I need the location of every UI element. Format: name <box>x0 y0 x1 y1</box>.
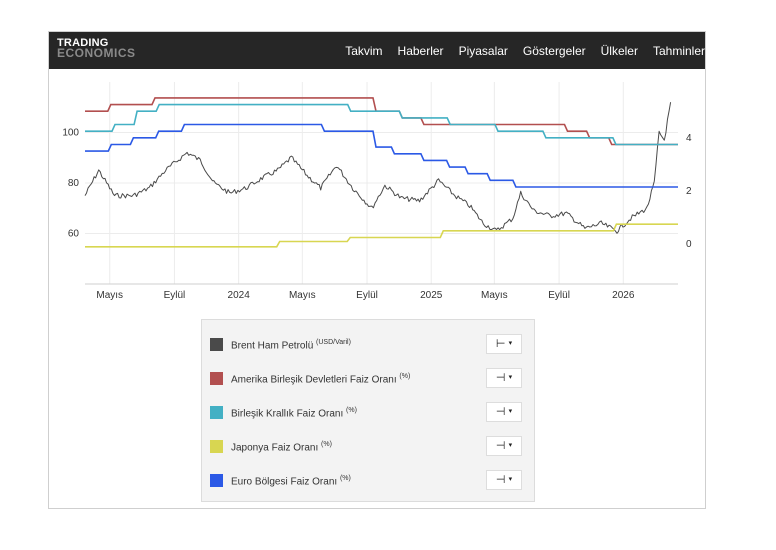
series-line-brent <box>84 102 672 234</box>
x-tick-label: Mayıs <box>96 290 123 301</box>
legend-label: Brent Ham Petrolü (USD/Varil) <box>231 339 351 352</box>
logo-line-1: TRADING <box>57 37 109 49</box>
chart-grid <box>85 82 678 284</box>
chart-widget: TRADING ECONOMICS Takvim Haberler Piyasa… <box>48 31 706 509</box>
legend-item-uk-rate: Birleşik Krallık Faiz Oranı (%) ⊣ ▾ <box>202 402 534 424</box>
legend-item-brent: Brent Ham Petrolü (USD/Varil) ⊢ ▾ <box>202 334 534 356</box>
x-tick-label: 2024 <box>228 290 251 301</box>
chevron-down-icon: ▾ <box>508 476 513 484</box>
legend-swatch <box>210 338 223 351</box>
legend-swatch <box>210 474 223 487</box>
legend-label: Birleşik Krallık Faiz Oranı (%) <box>231 407 357 420</box>
axis-toggle-button[interactable]: ⊣ ▾ <box>486 402 522 422</box>
x-tick-label: 2026 <box>612 290 635 301</box>
y-left-tick-label: 80 <box>68 178 80 189</box>
x-tick-label: Mayıs <box>481 290 508 301</box>
x-tick-label: 2025 <box>420 290 443 301</box>
axis-toggle-button[interactable]: ⊣ ▾ <box>486 436 522 456</box>
main-nav: Takvim Haberler Piyasalar Göstergeler Ül… <box>330 32 705 69</box>
nav-item-tahminler[interactable]: Tahminler <box>652 43 705 58</box>
nav-item-gostergeler[interactable]: Göstergeler <box>522 43 586 58</box>
x-tick-label: Eylül <box>164 290 186 301</box>
legend-swatch <box>210 406 223 419</box>
chart-series <box>84 97 678 248</box>
legend-item-euro-rate: Euro Bölgesi Faiz Oranı (%) ⊣ ▾ <box>202 470 534 492</box>
axis-toggle-button[interactable]: ⊢ ▾ <box>486 334 522 354</box>
legend-swatch <box>210 372 223 385</box>
line-chart: Mayıs Eylül 2024 Mayıs Eylül 2025 Mayıs Eylül 20… <box>62 82 692 302</box>
chevron-down-icon: ▾ <box>508 408 513 416</box>
chart-legend: Brent Ham Petrolü (USD/Varil) ⊢ ▾ Amerik… <box>201 319 535 502</box>
nav-item-haberler[interactable]: Haberler <box>397 43 444 58</box>
logo-line-2: ECONOMICS <box>57 46 136 60</box>
legend-label: Amerika Birleşik Devletleri Faiz Oranı (… <box>231 373 411 386</box>
series-line <box>85 123 678 188</box>
chart-axes: Mayıs Eylül 2024 Mayıs Eylül 2025 Mayıs Eylül 20… <box>62 128 692 302</box>
x-tick-label: Mayıs <box>289 290 316 301</box>
trading-economics-logo[interactable]: TRADING ECONOMICS <box>57 37 136 60</box>
y-right-tick-label: 4 <box>686 133 692 144</box>
nav-item-takvim[interactable]: Takvim <box>345 43 383 58</box>
legend-item-us-rate: Amerika Birleşik Devletleri Faiz Oranı (… <box>202 368 534 390</box>
series-line <box>85 103 678 146</box>
series-line <box>85 223 678 248</box>
top-navigation-bar: TRADING ECONOMICS Takvim Haberler Piyasa… <box>49 32 705 69</box>
axis-toggle-button[interactable]: ⊣ ▾ <box>486 368 522 388</box>
y-left-tick-label: 60 <box>68 229 80 240</box>
chevron-down-icon: ▾ <box>508 442 513 450</box>
nav-item-ulkeler[interactable]: Ülkeler <box>600 43 638 58</box>
axis-toggle-button[interactable]: ⊣ ▾ <box>486 470 522 490</box>
nav-item-piyasalar[interactable]: Piyasalar <box>458 43 508 58</box>
y-right-tick-label: 2 <box>686 186 692 197</box>
legend-item-japan-rate: Japonya Faiz Oranı (%) ⊣ ▾ <box>202 436 534 458</box>
legend-label: Japonya Faiz Oranı (%) <box>231 441 332 454</box>
y-right-tick-label: 0 <box>686 239 692 250</box>
chevron-down-icon: ▾ <box>508 340 513 348</box>
chevron-down-icon: ▾ <box>508 374 513 382</box>
x-tick-label: Eylül <box>548 290 570 301</box>
y-left-tick-label: 100 <box>62 128 79 139</box>
legend-swatch <box>210 440 223 453</box>
legend-label: Euro Bölgesi Faiz Oranı (%) <box>231 475 351 488</box>
x-tick-label: Eylül <box>356 290 378 301</box>
